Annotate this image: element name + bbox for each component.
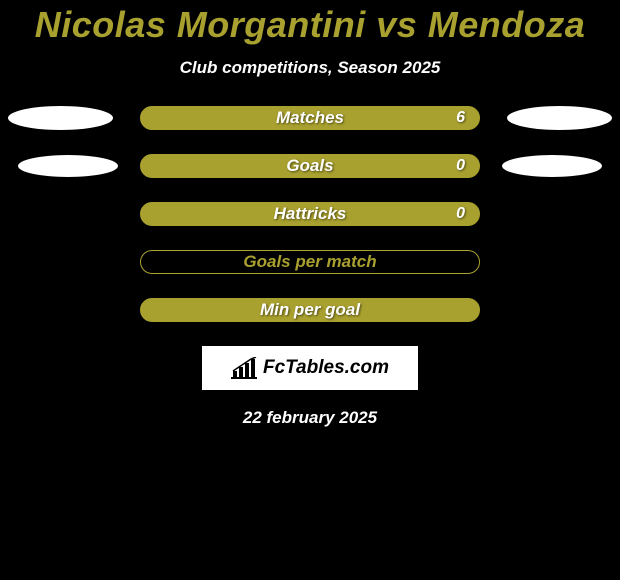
stat-row: Hattricks 0 — [0, 202, 620, 226]
stat-label: Matches — [276, 108, 344, 128]
player-left-marker — [18, 155, 118, 177]
stat-value: 6 — [456, 109, 465, 127]
logo-banner: FcTables.com — [202, 346, 418, 390]
page-subtitle: Club competitions, Season 2025 — [180, 58, 441, 78]
page-title: Nicolas Morgantini vs Mendoza — [35, 4, 586, 46]
stat-label: Goals per match — [243, 252, 376, 272]
stat-row: Goals per match — [0, 250, 620, 274]
stat-label: Min per goal — [260, 300, 360, 320]
stat-row: Goals 0 — [0, 154, 620, 178]
stat-bar: Matches 6 — [140, 106, 480, 130]
stat-row: Matches 6 — [0, 106, 620, 130]
stat-label: Hattricks — [274, 204, 347, 224]
stat-bar: Min per goal — [140, 298, 480, 322]
stat-bar: Goals 0 — [140, 154, 480, 178]
player-right-marker — [507, 106, 612, 130]
stat-rows: Matches 6 Goals 0 Hattricks 0 Goals per match M… — [0, 106, 620, 322]
stat-bar: Goals per match — [140, 250, 480, 274]
stat-value: 0 — [456, 157, 465, 175]
comparison-card: Nicolas Morgantini vs Mendoza Club compe… — [0, 0, 620, 428]
player-right-marker — [502, 155, 602, 177]
logo-text: FcTables.com — [263, 357, 389, 379]
player-left-marker — [8, 106, 113, 130]
stat-row: Min per goal — [0, 298, 620, 322]
date-label: 22 february 2025 — [243, 408, 377, 428]
stat-label: Goals — [286, 156, 333, 176]
logo-chart-icon — [231, 357, 257, 379]
stat-value: 0 — [456, 205, 465, 223]
stat-bar: Hattricks 0 — [140, 202, 480, 226]
